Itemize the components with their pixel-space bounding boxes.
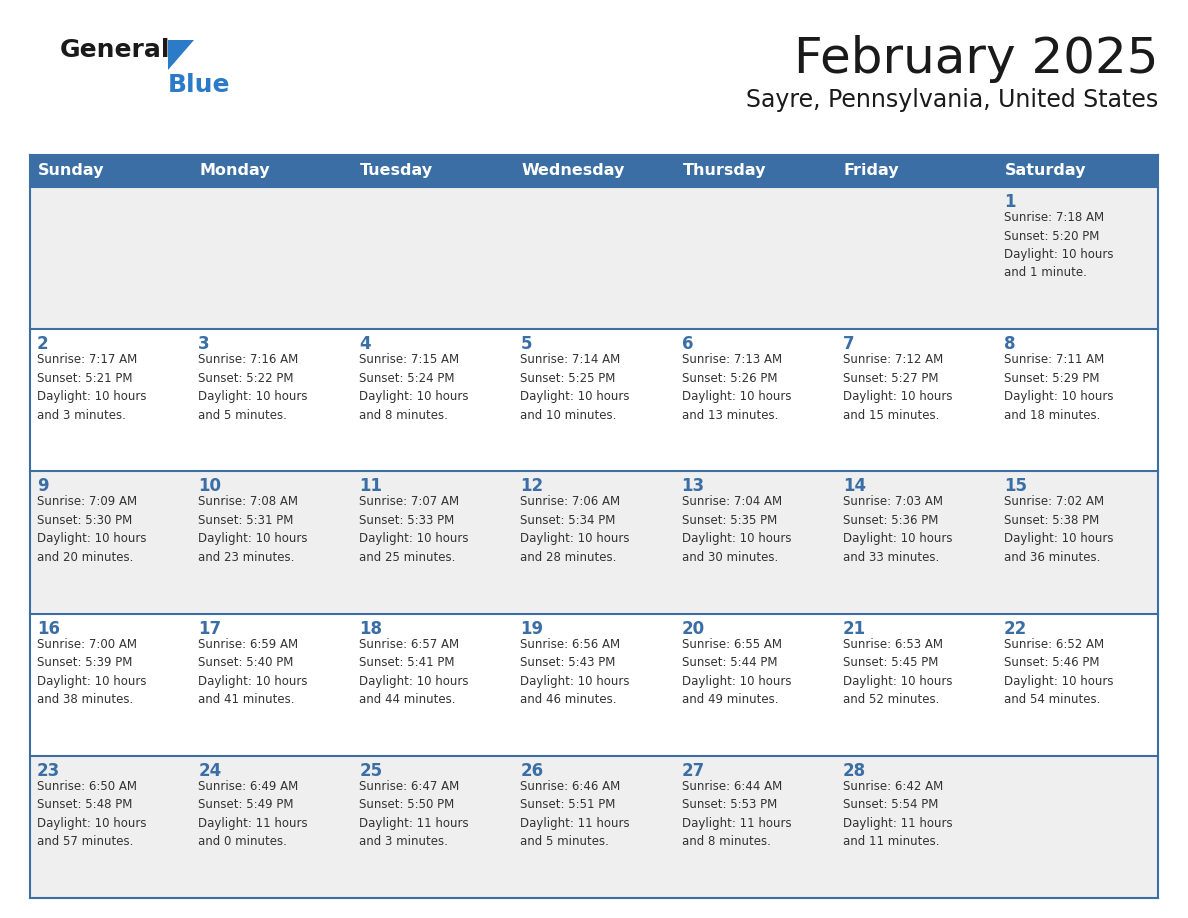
Text: 4: 4 bbox=[359, 335, 371, 353]
Text: General: General bbox=[61, 38, 171, 62]
Text: Sunrise: 7:07 AM
Sunset: 5:33 PM
Daylight: 10 hours
and 25 minutes.: Sunrise: 7:07 AM Sunset: 5:33 PM Dayligh… bbox=[359, 496, 469, 564]
Text: Sunday: Sunday bbox=[38, 163, 105, 178]
Text: Sunrise: 7:00 AM
Sunset: 5:39 PM
Daylight: 10 hours
and 38 minutes.: Sunrise: 7:00 AM Sunset: 5:39 PM Dayligh… bbox=[37, 638, 146, 706]
Text: Sunrise: 7:13 AM
Sunset: 5:26 PM
Daylight: 10 hours
and 13 minutes.: Sunrise: 7:13 AM Sunset: 5:26 PM Dayligh… bbox=[682, 353, 791, 421]
Text: Sunrise: 7:18 AM
Sunset: 5:20 PM
Daylight: 10 hours
and 1 minute.: Sunrise: 7:18 AM Sunset: 5:20 PM Dayligh… bbox=[1004, 211, 1113, 279]
Text: 11: 11 bbox=[359, 477, 383, 496]
Text: 22: 22 bbox=[1004, 620, 1028, 638]
Text: Sunrise: 7:02 AM
Sunset: 5:38 PM
Daylight: 10 hours
and 36 minutes.: Sunrise: 7:02 AM Sunset: 5:38 PM Dayligh… bbox=[1004, 496, 1113, 564]
Text: 3: 3 bbox=[198, 335, 210, 353]
Text: Sayre, Pennsylvania, United States: Sayre, Pennsylvania, United States bbox=[746, 88, 1158, 112]
Text: 25: 25 bbox=[359, 762, 383, 779]
Text: 21: 21 bbox=[842, 620, 866, 638]
Text: Sunrise: 7:03 AM
Sunset: 5:36 PM
Daylight: 10 hours
and 33 minutes.: Sunrise: 7:03 AM Sunset: 5:36 PM Dayligh… bbox=[842, 496, 953, 564]
Text: 27: 27 bbox=[682, 762, 704, 779]
Text: Sunrise: 6:42 AM
Sunset: 5:54 PM
Daylight: 11 hours
and 11 minutes.: Sunrise: 6:42 AM Sunset: 5:54 PM Dayligh… bbox=[842, 779, 953, 848]
Text: 10: 10 bbox=[198, 477, 221, 496]
Text: 16: 16 bbox=[37, 620, 61, 638]
Text: 8: 8 bbox=[1004, 335, 1016, 353]
Text: Sunrise: 6:44 AM
Sunset: 5:53 PM
Daylight: 11 hours
and 8 minutes.: Sunrise: 6:44 AM Sunset: 5:53 PM Dayligh… bbox=[682, 779, 791, 848]
Text: Sunrise: 6:53 AM
Sunset: 5:45 PM
Daylight: 10 hours
and 52 minutes.: Sunrise: 6:53 AM Sunset: 5:45 PM Dayligh… bbox=[842, 638, 953, 706]
Text: Sunrise: 6:55 AM
Sunset: 5:44 PM
Daylight: 10 hours
and 49 minutes.: Sunrise: 6:55 AM Sunset: 5:44 PM Dayligh… bbox=[682, 638, 791, 706]
Bar bbox=[30, 613, 1158, 756]
Text: Sunrise: 7:17 AM
Sunset: 5:21 PM
Daylight: 10 hours
and 3 minutes.: Sunrise: 7:17 AM Sunset: 5:21 PM Dayligh… bbox=[37, 353, 146, 421]
Text: Thursday: Thursday bbox=[683, 163, 766, 178]
Text: February 2025: February 2025 bbox=[794, 35, 1158, 83]
Text: Sunrise: 7:14 AM
Sunset: 5:25 PM
Daylight: 10 hours
and 10 minutes.: Sunrise: 7:14 AM Sunset: 5:25 PM Dayligh… bbox=[520, 353, 630, 421]
Text: 17: 17 bbox=[198, 620, 221, 638]
Text: Sunrise: 6:46 AM
Sunset: 5:51 PM
Daylight: 11 hours
and 5 minutes.: Sunrise: 6:46 AM Sunset: 5:51 PM Dayligh… bbox=[520, 779, 630, 848]
Text: Sunrise: 7:12 AM
Sunset: 5:27 PM
Daylight: 10 hours
and 15 minutes.: Sunrise: 7:12 AM Sunset: 5:27 PM Dayligh… bbox=[842, 353, 953, 421]
Text: 2: 2 bbox=[37, 335, 49, 353]
Text: Sunrise: 7:11 AM
Sunset: 5:29 PM
Daylight: 10 hours
and 18 minutes.: Sunrise: 7:11 AM Sunset: 5:29 PM Dayligh… bbox=[1004, 353, 1113, 421]
Text: 20: 20 bbox=[682, 620, 704, 638]
Text: Sunrise: 6:59 AM
Sunset: 5:40 PM
Daylight: 10 hours
and 41 minutes.: Sunrise: 6:59 AM Sunset: 5:40 PM Dayligh… bbox=[198, 638, 308, 706]
Polygon shape bbox=[168, 40, 194, 70]
Text: 24: 24 bbox=[198, 762, 221, 779]
Text: Sunrise: 6:57 AM
Sunset: 5:41 PM
Daylight: 10 hours
and 44 minutes.: Sunrise: 6:57 AM Sunset: 5:41 PM Dayligh… bbox=[359, 638, 469, 706]
Text: Tuesday: Tuesday bbox=[360, 163, 434, 178]
Text: 6: 6 bbox=[682, 335, 693, 353]
Text: 26: 26 bbox=[520, 762, 544, 779]
Text: 5: 5 bbox=[520, 335, 532, 353]
Text: Sunrise: 7:06 AM
Sunset: 5:34 PM
Daylight: 10 hours
and 28 minutes.: Sunrise: 7:06 AM Sunset: 5:34 PM Dayligh… bbox=[520, 496, 630, 564]
Text: 15: 15 bbox=[1004, 477, 1026, 496]
Bar bbox=[30, 187, 1158, 330]
Text: Monday: Monday bbox=[200, 163, 270, 178]
Text: Sunrise: 7:09 AM
Sunset: 5:30 PM
Daylight: 10 hours
and 20 minutes.: Sunrise: 7:09 AM Sunset: 5:30 PM Dayligh… bbox=[37, 496, 146, 564]
Text: Friday: Friday bbox=[843, 163, 899, 178]
Text: Sunrise: 6:49 AM
Sunset: 5:49 PM
Daylight: 11 hours
and 0 minutes.: Sunrise: 6:49 AM Sunset: 5:49 PM Dayligh… bbox=[198, 779, 308, 848]
Text: 13: 13 bbox=[682, 477, 704, 496]
Bar bbox=[30, 756, 1158, 898]
Text: 7: 7 bbox=[842, 335, 854, 353]
Bar bbox=[30, 472, 1158, 613]
Text: 28: 28 bbox=[842, 762, 866, 779]
Bar bbox=[30, 155, 1158, 187]
Text: Wednesday: Wednesday bbox=[522, 163, 625, 178]
Text: 9: 9 bbox=[37, 477, 49, 496]
Text: Blue: Blue bbox=[168, 73, 230, 97]
Text: 1: 1 bbox=[1004, 193, 1016, 211]
Text: Sunrise: 7:15 AM
Sunset: 5:24 PM
Daylight: 10 hours
and 8 minutes.: Sunrise: 7:15 AM Sunset: 5:24 PM Dayligh… bbox=[359, 353, 469, 421]
Bar bbox=[30, 330, 1158, 472]
Text: Sunrise: 6:50 AM
Sunset: 5:48 PM
Daylight: 10 hours
and 57 minutes.: Sunrise: 6:50 AM Sunset: 5:48 PM Dayligh… bbox=[37, 779, 146, 848]
Text: Sunrise: 6:47 AM
Sunset: 5:50 PM
Daylight: 11 hours
and 3 minutes.: Sunrise: 6:47 AM Sunset: 5:50 PM Dayligh… bbox=[359, 779, 469, 848]
Text: Sunrise: 6:52 AM
Sunset: 5:46 PM
Daylight: 10 hours
and 54 minutes.: Sunrise: 6:52 AM Sunset: 5:46 PM Dayligh… bbox=[1004, 638, 1113, 706]
Text: Sunrise: 6:56 AM
Sunset: 5:43 PM
Daylight: 10 hours
and 46 minutes.: Sunrise: 6:56 AM Sunset: 5:43 PM Dayligh… bbox=[520, 638, 630, 706]
Text: Sunrise: 7:04 AM
Sunset: 5:35 PM
Daylight: 10 hours
and 30 minutes.: Sunrise: 7:04 AM Sunset: 5:35 PM Dayligh… bbox=[682, 496, 791, 564]
Text: Sunrise: 7:08 AM
Sunset: 5:31 PM
Daylight: 10 hours
and 23 minutes.: Sunrise: 7:08 AM Sunset: 5:31 PM Dayligh… bbox=[198, 496, 308, 564]
Text: 23: 23 bbox=[37, 762, 61, 779]
Text: 14: 14 bbox=[842, 477, 866, 496]
Text: 12: 12 bbox=[520, 477, 544, 496]
Text: Saturday: Saturday bbox=[1005, 163, 1086, 178]
Text: 18: 18 bbox=[359, 620, 383, 638]
Text: 19: 19 bbox=[520, 620, 544, 638]
Text: Sunrise: 7:16 AM
Sunset: 5:22 PM
Daylight: 10 hours
and 5 minutes.: Sunrise: 7:16 AM Sunset: 5:22 PM Dayligh… bbox=[198, 353, 308, 421]
